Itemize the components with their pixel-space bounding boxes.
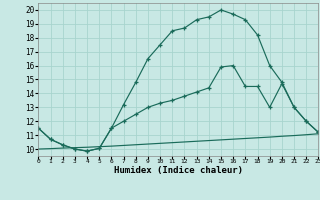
X-axis label: Humidex (Indice chaleur): Humidex (Indice chaleur) — [114, 166, 243, 175]
